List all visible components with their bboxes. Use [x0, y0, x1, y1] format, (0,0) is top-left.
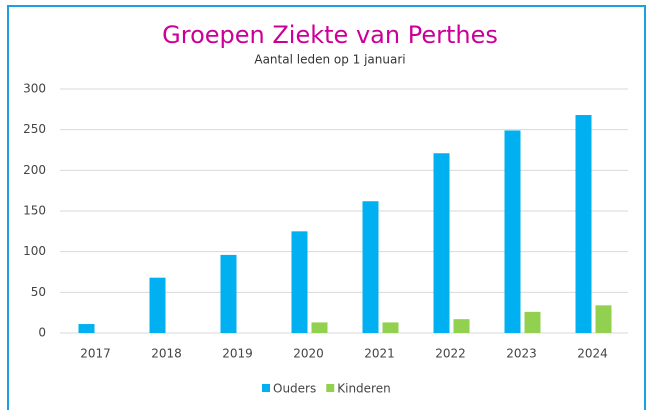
chart-subtitle: Aantal leden op 1 januari	[254, 53, 405, 67]
x-tick-label: 2019	[222, 347, 253, 361]
bar	[78, 324, 95, 333]
y-tick-label: 250	[23, 122, 46, 136]
y-tick-label: 150	[23, 204, 46, 218]
bar	[524, 311, 541, 333]
bar	[291, 231, 308, 333]
y-tick-label: 100	[23, 244, 46, 258]
bar	[595, 305, 612, 333]
chart-frame	[7, 5, 646, 414]
legend-swatch	[262, 384, 270, 392]
x-tick-label: 2023	[506, 347, 537, 361]
bar	[575, 115, 592, 333]
legend-label: Kinderen	[337, 382, 390, 396]
bar	[149, 277, 166, 333]
legend-label: Ouders	[273, 382, 316, 396]
chart-title: Groepen Ziekte van Perthes	[162, 21, 498, 49]
x-tick-label: 2024	[577, 347, 608, 361]
x-tick-label: 2022	[435, 347, 466, 361]
bar	[220, 254, 237, 333]
bar	[504, 130, 521, 333]
bar	[433, 153, 450, 333]
y-tick-label: 300	[23, 82, 46, 96]
x-tick-label: 2020	[293, 347, 324, 361]
bar	[311, 322, 328, 333]
y-tick-label: 200	[23, 163, 46, 177]
legend-swatch	[326, 384, 335, 392]
x-tick-label: 2017	[80, 347, 111, 361]
bar	[362, 201, 379, 333]
x-tick-label: 2021	[364, 347, 395, 361]
bar	[453, 319, 470, 333]
bar	[382, 322, 399, 333]
y-tick-label: 50	[31, 285, 46, 299]
x-tick-label: 2018	[151, 347, 182, 361]
y-tick-label: 0	[38, 326, 46, 340]
